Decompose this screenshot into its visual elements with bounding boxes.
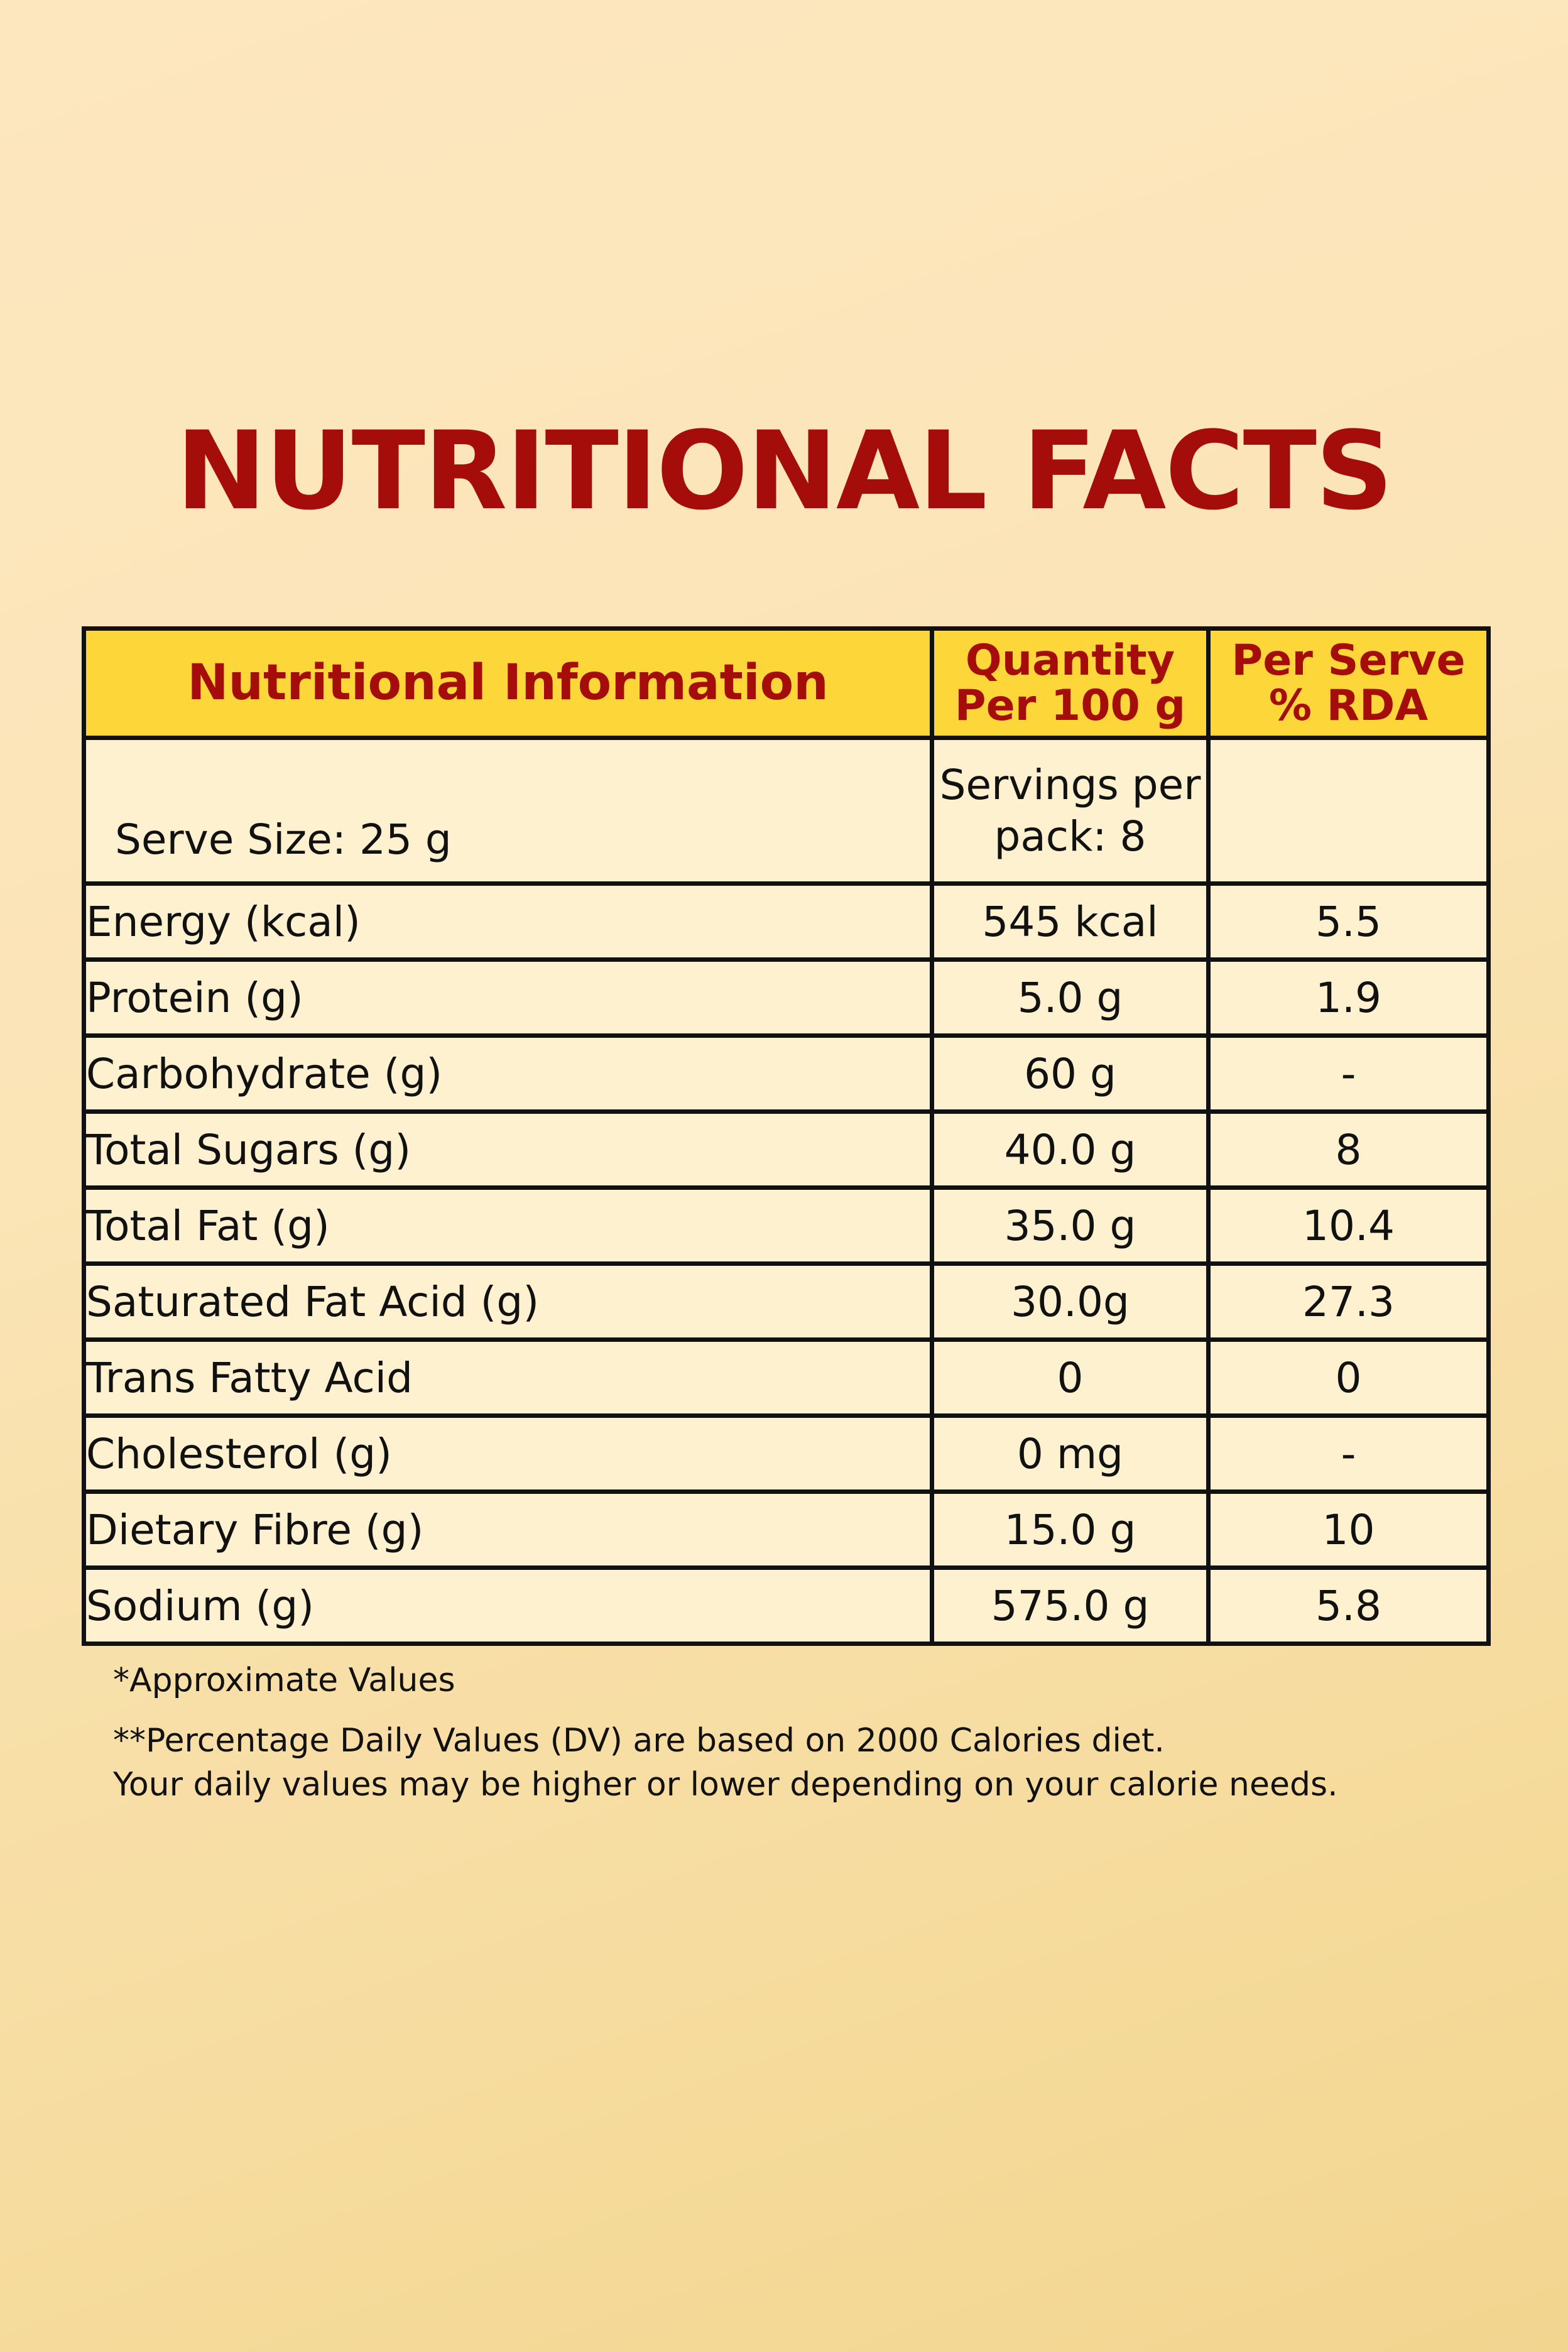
table-row: Cholesterol (g) 0 mg - — [82, 1413, 1491, 1494]
page-title: NUTRITIONAL FACTS — [176, 408, 1393, 534]
table-header-row: Nutritional Information Quantity Per 100… — [82, 626, 1491, 740]
nutrient-rda: 10.4 — [1206, 1185, 1491, 1266]
nutrient-quantity: 30.0g — [930, 1261, 1211, 1342]
nutrient-rda: 5.8 — [1206, 1565, 1491, 1646]
nutrient-label: Energy (kcal) — [82, 881, 934, 962]
nutrient-quantity: 575.0 g — [930, 1565, 1211, 1646]
nutrient-rda: 0 — [1206, 1337, 1491, 1418]
table-row: Trans Fatty Acid 0 0 — [82, 1337, 1491, 1418]
nutrition-table: Nutritional Information Quantity Per 100… — [82, 626, 1491, 1646]
footnotes: *Approximate Values **Percentage Daily V… — [113, 1658, 1338, 1807]
table-row: Energy (kcal) 545 kcal 5.5 — [82, 881, 1491, 962]
header-rda-line2: % RDA — [1268, 680, 1429, 731]
nutrient-rda: 1.9 — [1206, 957, 1491, 1038]
table-row: Sodium (g) 575.0 g 5.8 — [82, 1565, 1491, 1646]
table-row: Total Sugars (g) 40.0 g 8 — [82, 1109, 1491, 1190]
header-quantity-line2: Per 100 g — [954, 680, 1186, 731]
nutrient-label: Protein (g) — [82, 957, 934, 1038]
serve-rda — [1206, 736, 1491, 886]
nutrient-rda: - — [1206, 1033, 1491, 1114]
header-rda-line1: Per Serve — [1231, 636, 1466, 686]
table-row: Saturated Fat Acid (g) 30.0g 27.3 — [82, 1261, 1491, 1342]
nutrient-label: Sodium (g) — [82, 1565, 934, 1646]
servings-per-pack: Servings per pack: 8 — [930, 736, 1211, 886]
header-quantity-line1: Quantity — [965, 636, 1175, 686]
nutrient-rda: 5.5 — [1206, 881, 1491, 962]
nutrient-quantity: 0 mg — [930, 1413, 1211, 1494]
table-row: Total Fat (g) 35.0 g 10.4 — [82, 1185, 1491, 1266]
serve-size: Serve Size: 25 g — [82, 736, 934, 886]
table-row: Carbohydrate (g) 60 g - — [82, 1033, 1491, 1114]
nutrient-quantity: 0 — [930, 1337, 1211, 1418]
nutrient-rda: 27.3 — [1206, 1261, 1491, 1342]
nutrient-label: Total Sugars (g) — [82, 1109, 934, 1190]
servings-line2: pack: 8 — [994, 812, 1146, 861]
header-rda: Per Serve % RDA — [1206, 626, 1491, 740]
nutrient-label: Cholesterol (g) — [82, 1413, 934, 1494]
table-row: Protein (g) 5.0 g 1.9 — [82, 957, 1491, 1038]
nutrient-rda: 10 — [1206, 1489, 1491, 1570]
table-row: Dietary Fibre (g) 15.0 g 10 — [82, 1489, 1491, 1570]
approx-note: *Approximate Values — [113, 1662, 455, 1699]
nutrient-quantity: 545 kcal — [930, 881, 1211, 962]
nutrient-quantity: 35.0 g — [930, 1185, 1211, 1266]
dv-note-line2: Your daily values may be higher or lower… — [113, 1766, 1338, 1804]
header-quantity: Quantity Per 100 g — [930, 626, 1211, 740]
nutrient-rda: 8 — [1206, 1109, 1491, 1190]
nutrient-label: Carbohydrate (g) — [82, 1033, 934, 1114]
serve-size-row: Serve Size: 25 g Servings per pack: 8 — [82, 736, 1491, 886]
nutrient-quantity: 15.0 g — [930, 1489, 1211, 1570]
nutrient-label: Trans Fatty Acid — [82, 1337, 934, 1418]
dv-note-line1: **Percentage Daily Values (DV) are based… — [113, 1722, 1165, 1760]
nutrient-label: Saturated Fat Acid (g) — [82, 1261, 934, 1342]
nutrient-label: Total Fat (g) — [82, 1185, 934, 1266]
nutrient-quantity: 60 g — [930, 1033, 1211, 1114]
nutrient-quantity: 5.0 g — [930, 957, 1211, 1038]
servings-line1: Servings per — [939, 760, 1201, 809]
nutrient-rda: - — [1206, 1413, 1491, 1494]
nutrient-label: Dietary Fibre (g) — [82, 1489, 934, 1570]
nutrient-quantity: 40.0 g — [930, 1109, 1211, 1190]
header-nutritional-information: Nutritional Information — [82, 626, 934, 740]
